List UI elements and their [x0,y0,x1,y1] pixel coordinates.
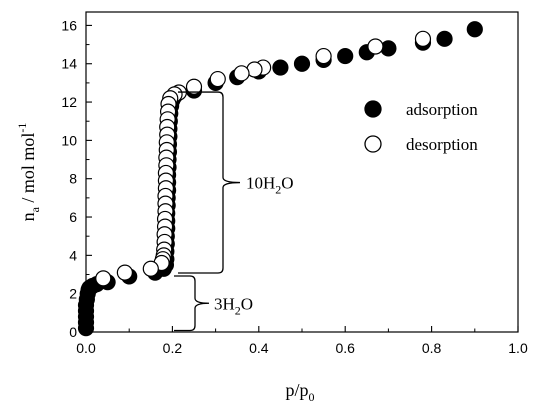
adsorption-point [436,30,453,47]
y-axis-label-subscript: a [28,206,42,212]
y-tick-label: 6 [69,209,77,225]
desorption-point [315,47,332,65]
adsorption-point [293,55,311,72]
annotation-a10: 10H2O [178,91,294,274]
x-tick-label: 0.4 [249,340,269,356]
adsorption-point [466,21,483,38]
desorption-point [185,78,203,95]
y-tick-label: 10 [61,132,77,148]
series-desorption [95,30,432,287]
annotation-label-a10: 10H2O [246,174,294,197]
legend-marker-desorption [364,135,382,153]
y-tick-label: 8 [69,171,77,187]
desorption-point [367,38,384,55]
x-axis-ticks [85,326,519,332]
annotation-label-a3: 3H2O [214,294,253,317]
annotation-a3: 3H2O [174,275,253,332]
x-axis-label: p/p0 [285,380,314,404]
desorption-point [116,264,133,281]
desorption-point [209,70,226,88]
y-axis-tick-labels: 0 2 4 6 8 10 12 14 16 [61,17,77,340]
y-tick-label: 2 [69,286,77,302]
x-tick-label: 0.8 [422,340,442,356]
brace-a3 [174,275,210,332]
data-series [77,21,483,337]
brace-a10 [178,91,241,274]
x-axis-label-main: p/p [285,380,308,400]
x-tick-label: 1.0 [508,340,528,356]
x-tick-label: 0.0 [76,340,96,356]
x-tick-label: 0.2 [163,340,183,356]
y-tick-label: 0 [69,324,77,340]
desorption-point [142,260,159,277]
desorption-point [95,270,112,287]
y-axis-label-rest: / mol mol [18,133,38,208]
y-axis-label-main: n [18,212,38,221]
y-tick-label: 16 [61,17,77,33]
x-axis-label-subscript: 0 [309,390,315,404]
legend-marker-adsorption [364,100,382,118]
legend-label-desorption: desorption [406,135,478,154]
legend-label-adsorption: adsorption [406,100,478,119]
y-axis-label: na / mol mol-1 [15,123,42,222]
y-axis-label-superscript: -1 [15,123,29,133]
adsorption-point [337,47,354,65]
annotations: 10H2O 3H2O [174,91,294,332]
x-axis-tick-labels: 0.0 0.2 0.4 0.6 0.8 1.0 [76,340,528,356]
x-tick-label: 0.6 [335,340,355,356]
adsorption-point [272,59,289,76]
y-tick-label: 12 [61,94,77,110]
desorption-point [233,65,250,82]
desorption-point [414,30,432,47]
y-tick-label: 4 [69,247,77,263]
legend: adsorption desorption [364,100,478,154]
y-tick-label: 14 [61,56,77,72]
